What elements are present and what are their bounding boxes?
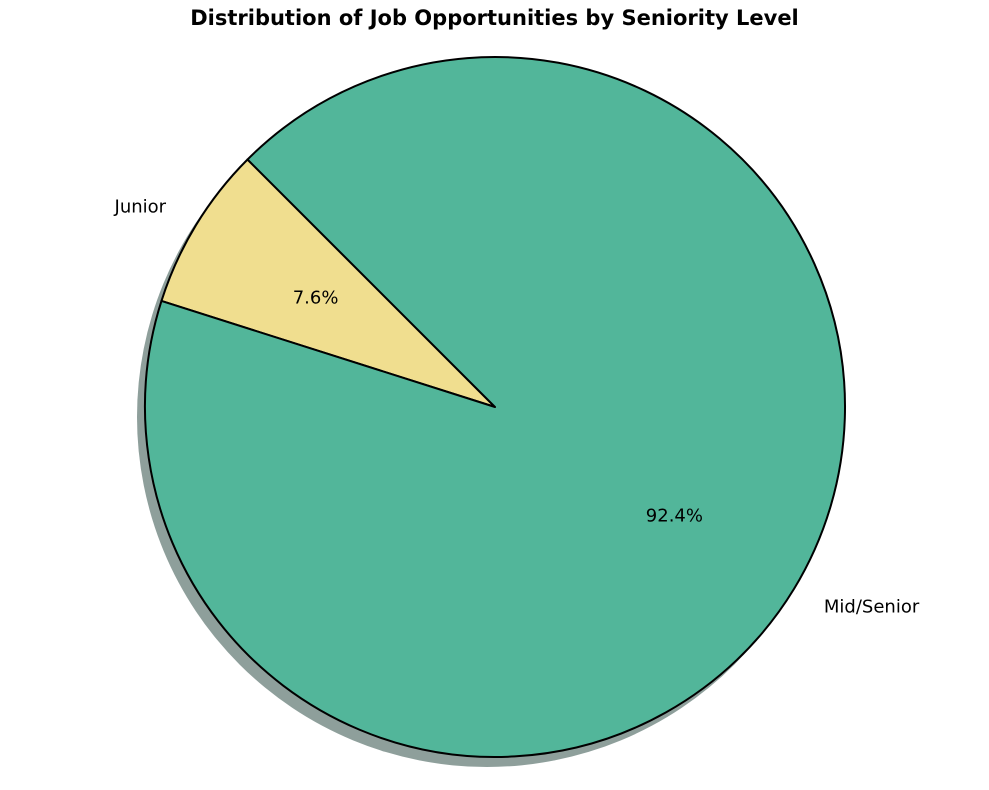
pie-slices xyxy=(144,56,846,758)
pie-labels: Junior 7.6% Mid/Senior 92.4% xyxy=(114,196,920,617)
slice-label-junior: Junior xyxy=(114,196,167,217)
percent-label-mid-senior: 92.4% xyxy=(646,506,703,527)
chart-title: Distribution of Job Opportunities by Sen… xyxy=(190,6,799,30)
pie-slice-junior xyxy=(160,158,496,408)
slice-label-mid-senior: Mid/Senior xyxy=(824,597,920,618)
pie-slice-mid-senior xyxy=(144,56,846,758)
percent-label-junior: 7.6% xyxy=(293,287,339,308)
